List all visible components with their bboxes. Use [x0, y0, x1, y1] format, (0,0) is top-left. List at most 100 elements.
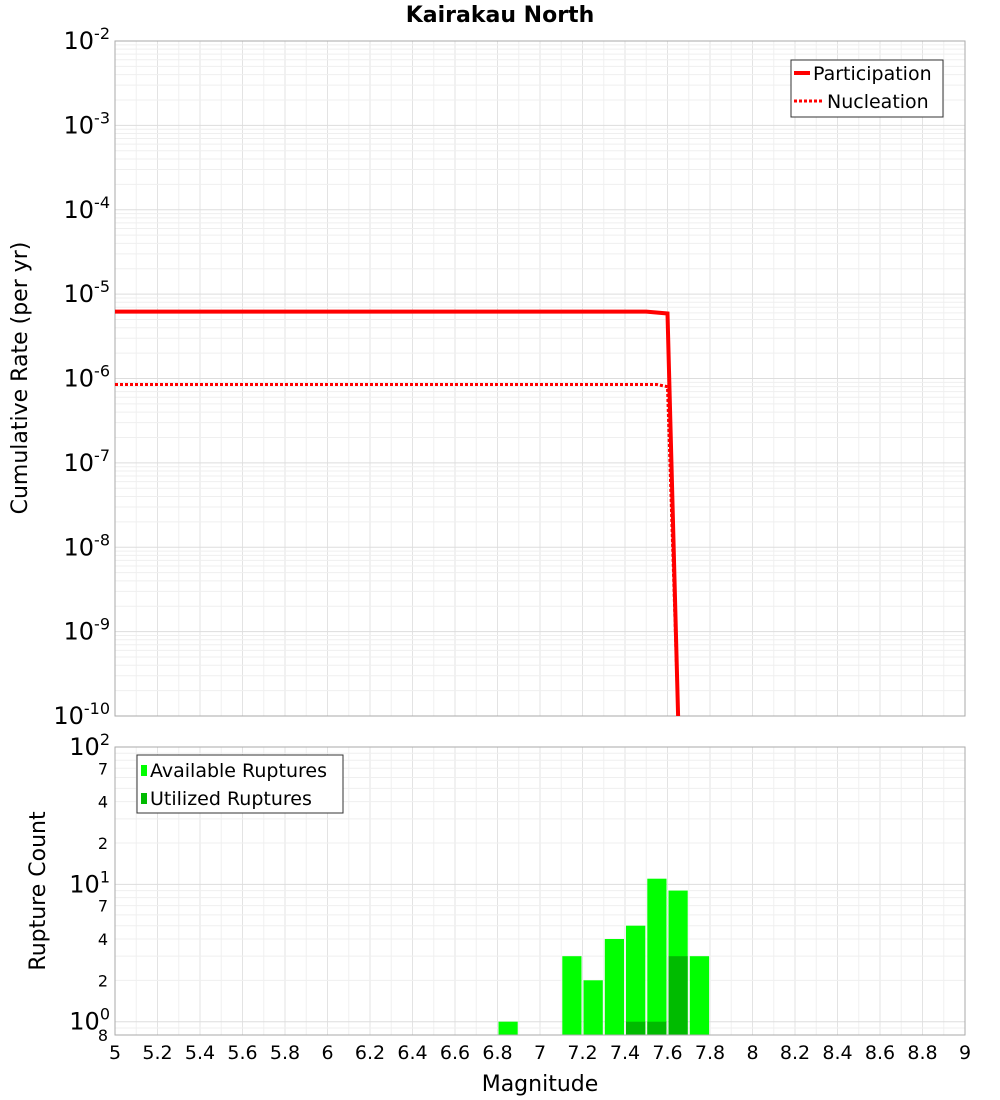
top-y-tick-label-base: 10 [64, 196, 95, 224]
top-legend: Participation Nucleation [790, 59, 944, 118]
available-ruptures-bar [647, 878, 667, 1035]
bottom-y-tick-major-base: 10 [69, 733, 100, 761]
top-y-tick-label: 10-10 [53, 699, 110, 730]
top-y-axis-label: Cumulative Rate (per yr) [8, 242, 33, 515]
top-legend-box [790, 59, 944, 118]
top-y-tick-label-base: 10 [53, 702, 84, 730]
x-tick-label: 7 [534, 1042, 546, 1064]
top-y-tick-label: 10-7 [64, 446, 111, 477]
utilized-ruptures-bar [668, 956, 688, 1035]
chart-title: Kairakau North [406, 3, 594, 28]
bottom-legend-box [136, 754, 344, 814]
top-y-tick-label-exponent: -10 [84, 699, 110, 718]
bottom-y-tick-minor: 2 [98, 971, 108, 990]
legend-label-nucleation: Nucleation [827, 91, 929, 113]
top-y-tick-label: 10-2 [64, 24, 111, 55]
x-tick-label: 5.4 [185, 1042, 215, 1064]
top-y-tick-label: 10-5 [64, 277, 111, 308]
top-y-tick-label-exponent: -6 [94, 362, 110, 381]
legend-label-participation: Participation [813, 63, 932, 85]
x-tick-label: 7.8 [695, 1042, 725, 1064]
bottom-y-tick-minor: 8 [98, 1026, 108, 1045]
x-tick-label: 7.6 [652, 1042, 682, 1064]
bottom-legend: Available Ruptures Utilized Ruptures [136, 754, 344, 814]
top-series [115, 309, 681, 717]
bottom-y-tick-minor: 2 [98, 834, 108, 853]
top-y-tick-label: 10-8 [64, 530, 111, 561]
bottom-y-tick-major: 101 [69, 867, 110, 898]
x-tick-label: 8.4 [822, 1042, 852, 1064]
nucleation-series-line [115, 383, 680, 717]
x-tick-label: 7.2 [567, 1042, 597, 1064]
top-plot-frame [114, 40, 966, 717]
top-y-tick-label-base: 10 [64, 27, 95, 55]
top-y-tick-label-base: 10 [64, 533, 95, 561]
available-ruptures-bar [562, 956, 582, 1035]
x-tick-label: 5 [109, 1042, 121, 1064]
available-ruptures-bar [689, 956, 710, 1035]
x-tick-label: 8.6 [865, 1042, 895, 1064]
top-y-tick-label-exponent: -7 [94, 446, 110, 465]
top-y-tick-label-base: 10 [64, 618, 95, 646]
bottom-y-tick-minor: 7 [98, 897, 108, 916]
top-y-tick-label-base: 10 [64, 449, 95, 477]
bottom-y-tick-minor: 4 [98, 793, 108, 812]
x-tick-label: 6 [321, 1042, 333, 1064]
top-y-tick-label: 10-9 [64, 615, 111, 646]
bottom-plot-frame [114, 746, 966, 1036]
top-y-tick-label-exponent: -2 [94, 24, 110, 43]
available-ruptures-bar [626, 925, 646, 1035]
x-tick-label: 9 [959, 1042, 971, 1064]
legend-label-available-ruptures: Available Ruptures [150, 760, 327, 782]
legend-label-utilized-ruptures: Utilized Ruptures [150, 788, 312, 810]
top-y-tick-label: 10-3 [64, 108, 111, 139]
x-axis-label: Magnitude [482, 1072, 599, 1097]
utilized-ruptures-bar [647, 1021, 667, 1035]
top-y-tick-label-exponent: -9 [94, 615, 110, 634]
bottom-y-tick-minor: 7 [98, 759, 108, 778]
legend-swatch-available-ruptures [141, 765, 147, 776]
x-tick-label: 8 [746, 1042, 758, 1064]
bottom-y-axis-label: Rupture Count [26, 811, 51, 971]
top-y-tick-label: 10-6 [64, 362, 111, 393]
available-ruptures-bar [498, 1021, 518, 1035]
top-y-tick-label-exponent: -4 [94, 193, 110, 212]
top-y-tick-label-exponent: -8 [94, 530, 110, 549]
x-tick-labels: 5 5.2 5.4 5.6 5.8 6 6.2 6.4 6.6 6.8 7 7.2 7.4 7.6 7.8 8… [109, 1042, 971, 1064]
x-tick-label: 6.4 [397, 1042, 427, 1064]
available-ruptures-bar [583, 980, 603, 1035]
x-tick-label: 7.4 [610, 1042, 640, 1064]
bottom-y-tick-major-base: 10 [69, 870, 100, 898]
top-y-tick-label-exponent: -5 [94, 277, 110, 296]
bottom-grid [114, 747, 966, 1036]
x-tick-label: 8.8 [907, 1042, 937, 1064]
x-tick-label: 6.8 [482, 1042, 512, 1064]
available-ruptures-bar [604, 939, 624, 1035]
top-y-tick-label: 10-4 [64, 193, 111, 224]
x-tick-label: 6.6 [440, 1042, 470, 1064]
legend-swatch-utilized-ruptures [141, 793, 147, 804]
top-y-tick-label-base: 10 [64, 365, 95, 393]
bottom-y-tick-minor: 4 [98, 930, 108, 949]
bottom-y-tick-major: 102 [69, 730, 110, 761]
x-tick-label: 8.2 [780, 1042, 810, 1064]
x-tick-label: 6.2 [355, 1042, 385, 1064]
top-y-tick-label-exponent: -3 [94, 108, 110, 127]
bottom-bars [498, 878, 710, 1035]
bottom-y-tick-major-exponent: 0 [100, 1005, 110, 1024]
top-y-tick-label-base: 10 [64, 280, 95, 308]
top-grid [114, 41, 966, 717]
x-tick-label: 5.2 [142, 1042, 172, 1064]
x-tick-label: 5.8 [270, 1042, 300, 1064]
top-y-tick-label-base: 10 [64, 111, 95, 139]
bottom-y-tick-major-exponent: 1 [100, 867, 110, 886]
bottom-y-tick-major: 100 [69, 1005, 110, 1036]
utilized-ruptures-bar [626, 1021, 646, 1035]
x-tick-label: 5.6 [227, 1042, 257, 1064]
bottom-y-tick-major-exponent: 2 [100, 730, 110, 749]
